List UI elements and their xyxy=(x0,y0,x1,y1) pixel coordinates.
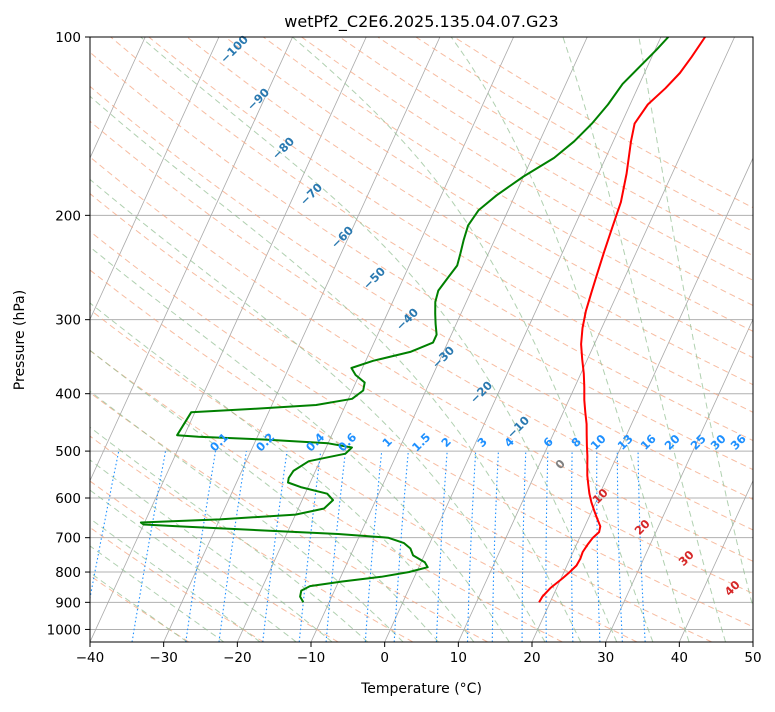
y-tick-label: 900 xyxy=(55,595,81,611)
x-tick-label: 0 xyxy=(380,650,389,666)
x-tick-label: −20 xyxy=(223,650,252,666)
x-tick-label: −40 xyxy=(76,650,105,666)
x-tick-label: −30 xyxy=(149,650,178,666)
y-tick-label: 200 xyxy=(55,208,81,224)
y-tick-label: 500 xyxy=(55,444,81,460)
y-tick-label: 100 xyxy=(55,30,81,46)
chart-title: wetPf2_C2E6.2025.135.04.07.G23 xyxy=(284,12,558,32)
y-tick-label: 1000 xyxy=(47,622,81,638)
y-tick-label: 600 xyxy=(55,491,81,507)
x-tick-label: 50 xyxy=(744,650,761,666)
x-tick-label: 30 xyxy=(597,650,614,666)
x-axis-label: Temperature (°C) xyxy=(360,681,482,697)
y-tick-label: 700 xyxy=(55,531,81,547)
x-tick-label: −10 xyxy=(297,650,326,666)
x-tick-label: 40 xyxy=(671,650,688,666)
x-tick-label: 10 xyxy=(450,650,467,666)
y-axis-label: Pressure (hPa) xyxy=(12,290,28,390)
y-tick-label: 400 xyxy=(55,387,81,403)
x-tick-label: 20 xyxy=(523,650,540,666)
y-tick-label: 800 xyxy=(55,565,81,581)
y-tick-label: 300 xyxy=(55,313,81,329)
